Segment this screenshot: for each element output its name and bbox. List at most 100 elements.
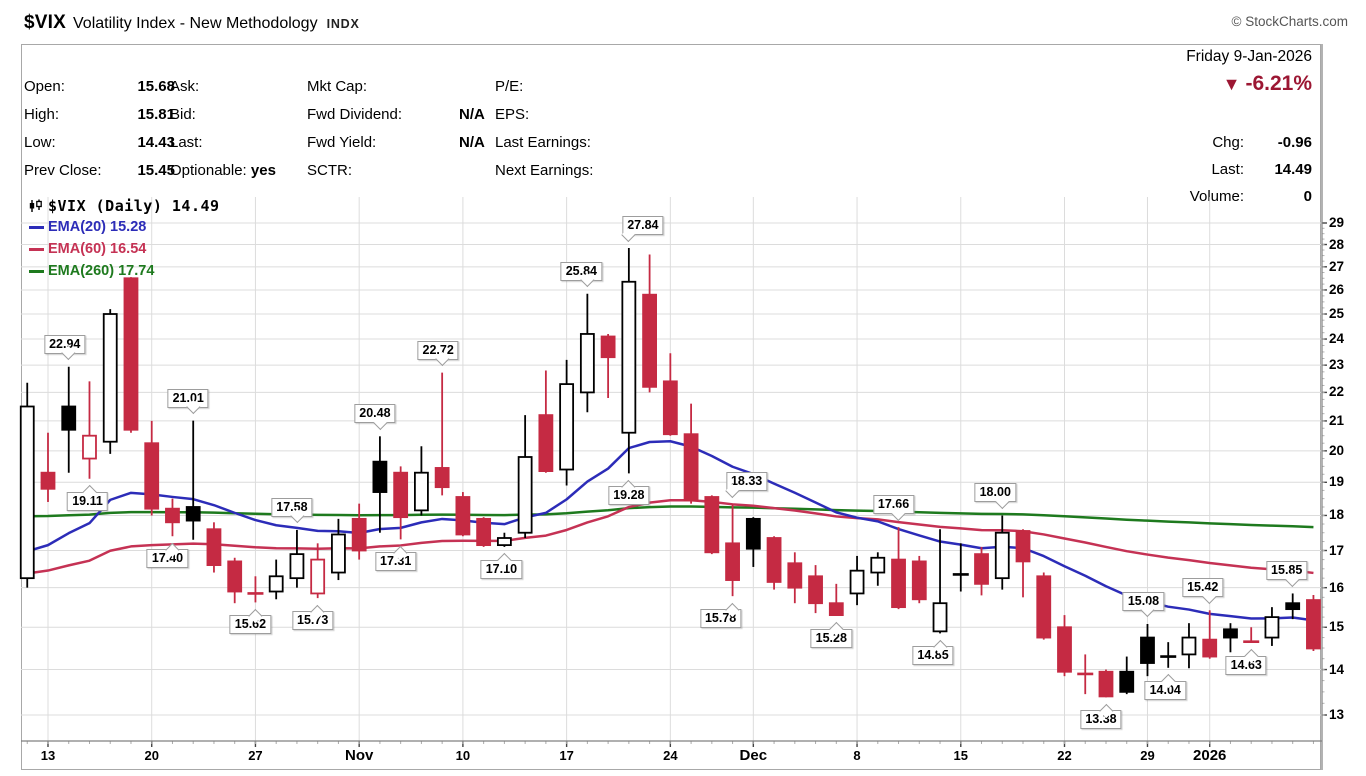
candle-body bbox=[1015, 530, 1031, 563]
quote-value: 15.45 bbox=[137, 162, 175, 179]
ema-line-260 bbox=[27, 505, 1314, 529]
quote-row: Mkt Cap: bbox=[307, 78, 459, 95]
candle-body bbox=[310, 558, 326, 595]
quote-row: Last Earnings: bbox=[495, 134, 591, 151]
candle-body bbox=[1181, 636, 1197, 656]
candle-body bbox=[123, 277, 139, 431]
candle-body bbox=[40, 471, 56, 490]
candle-body bbox=[994, 531, 1010, 580]
candle-body bbox=[331, 533, 346, 574]
quote-label: Last Earnings: bbox=[495, 134, 591, 151]
candle-body bbox=[1098, 670, 1114, 698]
legend-ema-list: EMA(20) 15.28 EMA(60) 16.54 EMA(260) 17.74 bbox=[29, 216, 220, 282]
quote-label: Chg: bbox=[1212, 134, 1244, 151]
candle-body bbox=[165, 507, 180, 524]
quote-value: 15.68 bbox=[137, 78, 175, 95]
candle-body bbox=[206, 528, 222, 567]
quote-value: yes bbox=[250, 162, 276, 179]
stockcharts-credit-link[interactable]: © StockCharts.com bbox=[1231, 14, 1348, 29]
candle-body bbox=[766, 537, 782, 583]
candlestick-icon bbox=[29, 199, 42, 212]
quote-row: Fwd Yield: N/A bbox=[307, 134, 485, 151]
candle-body bbox=[1264, 616, 1280, 639]
quote-value: -0.96 bbox=[1277, 134, 1312, 151]
ema-line-20 bbox=[26, 440, 1314, 622]
quote-label: Ask: bbox=[170, 78, 200, 95]
candle-body bbox=[683, 433, 699, 502]
quote-value: 0 bbox=[1303, 188, 1312, 205]
candle-body bbox=[19, 405, 35, 580]
quote-value: N/A bbox=[459, 134, 485, 151]
quote-row: Next Earnings: bbox=[495, 162, 593, 179]
quote-label: Last: bbox=[170, 134, 203, 151]
candle-body bbox=[704, 496, 720, 554]
candle-body bbox=[144, 442, 160, 510]
quote-label: Fwd Yield: bbox=[307, 134, 377, 151]
ticker-exchange: INDX bbox=[326, 17, 360, 31]
candle-body bbox=[745, 517, 761, 550]
chart-legend: $VIX (Daily) 14.49 EMA(20) 15.28 EMA(60) … bbox=[29, 196, 220, 282]
quote-label: Low: bbox=[24, 134, 56, 151]
legend-main-series: $VIX (Daily) 14.49 bbox=[29, 196, 220, 216]
ema-line-swatch-icon bbox=[29, 269, 44, 273]
change-percent-row: ▼ -6.21% bbox=[1223, 70, 1312, 97]
candle-body bbox=[974, 553, 989, 585]
chart-date: Friday 9-Jan-2026 bbox=[1186, 48, 1312, 65]
candle-body bbox=[932, 602, 948, 633]
candle-body bbox=[1036, 575, 1052, 639]
candle-body bbox=[725, 542, 740, 581]
quote-row: EPS: bbox=[495, 106, 529, 123]
candle-body bbox=[621, 280, 637, 434]
quote-value: N/A bbox=[459, 106, 485, 123]
candle-body bbox=[1140, 636, 1155, 664]
candle-body bbox=[600, 335, 616, 359]
quote-label: Mkt Cap: bbox=[307, 78, 368, 95]
candle-body bbox=[662, 380, 678, 436]
change-percent: -6.21% bbox=[1245, 72, 1312, 95]
candle-body bbox=[61, 405, 77, 431]
candle-body bbox=[911, 560, 927, 601]
candle-body bbox=[1223, 628, 1238, 639]
quote-row: P/E: bbox=[495, 78, 523, 95]
quote-row: Bid: bbox=[170, 106, 196, 123]
legend-ema-item: EMA(60) 16.54 bbox=[29, 238, 220, 260]
candle-body bbox=[517, 456, 533, 534]
candle-body bbox=[808, 575, 823, 605]
legend-ema-item: EMA(260) 17.74 bbox=[29, 260, 220, 282]
ema-line-swatch-icon bbox=[29, 247, 44, 251]
legend-ema-label: EMA(20) 15.28 bbox=[48, 219, 147, 235]
candle-body bbox=[289, 553, 305, 580]
candle-body bbox=[227, 560, 243, 593]
quote-label: Volume: bbox=[1189, 188, 1244, 205]
quote-label: Fwd Dividend: bbox=[307, 106, 403, 123]
candle-body bbox=[642, 293, 657, 388]
quote-row: Ask: bbox=[170, 78, 199, 95]
quote-row: Optionable: yes bbox=[170, 162, 276, 179]
candle-body bbox=[891, 558, 906, 609]
candle-body bbox=[434, 467, 450, 489]
candle-body bbox=[559, 383, 575, 471]
candle-body bbox=[1057, 626, 1072, 673]
quote-label: High: bbox=[24, 106, 60, 123]
quote-label: Prev Close: bbox=[24, 162, 102, 179]
quote-row: Fwd Dividend: N/A bbox=[307, 106, 485, 123]
legend-series-label: $VIX (Daily) 14.49 bbox=[48, 197, 220, 215]
legend-ema-label: EMA(60) 16.54 bbox=[48, 241, 147, 257]
quote-label: P/E: bbox=[495, 78, 524, 95]
quote-value: 15.81 bbox=[137, 106, 175, 123]
down-triangle-icon: ▼ bbox=[1222, 74, 1241, 94]
candle-body bbox=[393, 471, 409, 519]
candle-body bbox=[1306, 599, 1321, 650]
candle-body bbox=[351, 517, 367, 552]
ticker-name: Volatility Index - New Methodology bbox=[73, 15, 318, 32]
chart-title: $VIX Volatility Index - New Methodology … bbox=[24, 12, 360, 34]
change-block: ▼ -6.21% Chg: -0.96 Last: 14.49 Volume: 0 bbox=[1190, 70, 1312, 205]
ema-line-60 bbox=[27, 499, 1314, 575]
candle-body bbox=[1285, 602, 1301, 611]
quote-row: Chg: -0.96 bbox=[1212, 134, 1312, 152]
legend-ema-label: EMA(260) 17.74 bbox=[48, 263, 155, 279]
candle-body bbox=[82, 434, 97, 460]
quote-label: SCTR: bbox=[307, 162, 352, 179]
candle-body bbox=[1119, 670, 1135, 693]
